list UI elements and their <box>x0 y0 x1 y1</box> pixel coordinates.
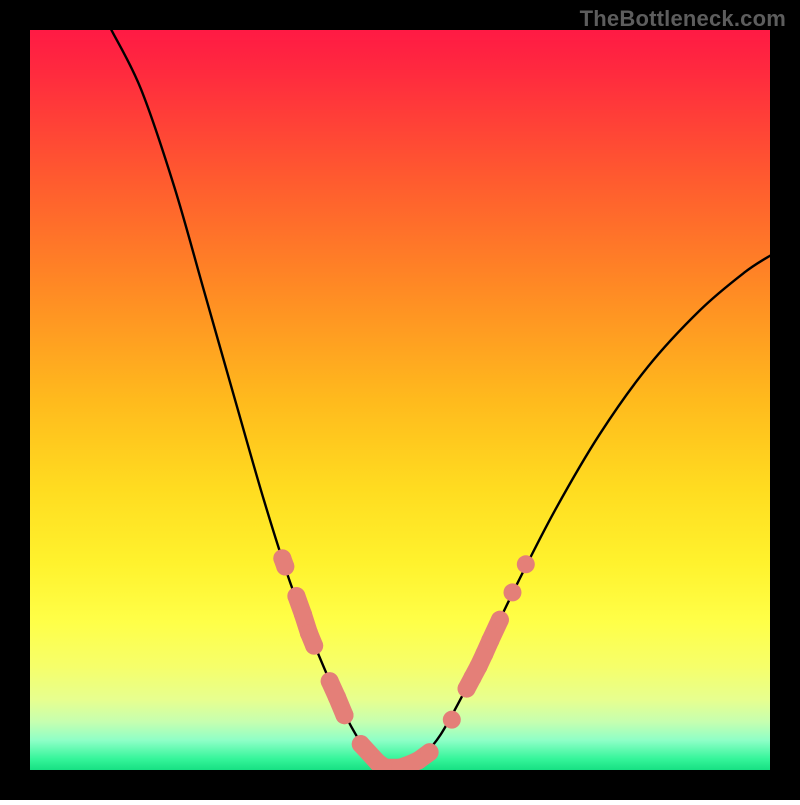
marker-dot <box>321 672 339 690</box>
marker-dot <box>336 706 354 724</box>
chart-svg <box>0 0 800 800</box>
marker-dot <box>491 611 509 629</box>
marker-dot <box>517 555 535 573</box>
marker-dot <box>305 637 323 655</box>
marker-dot <box>421 743 439 761</box>
marker-dot <box>276 558 294 576</box>
marker-dot <box>352 735 370 753</box>
marker-dot <box>481 632 499 650</box>
chart-background <box>30 30 770 770</box>
marker-dot <box>503 583 521 601</box>
marker-dot <box>287 587 305 605</box>
marker-dot <box>328 688 346 706</box>
marker-dot <box>294 606 312 624</box>
marker-dot <box>443 711 461 729</box>
watermark-text: TheBottleneck.com <box>580 6 786 32</box>
